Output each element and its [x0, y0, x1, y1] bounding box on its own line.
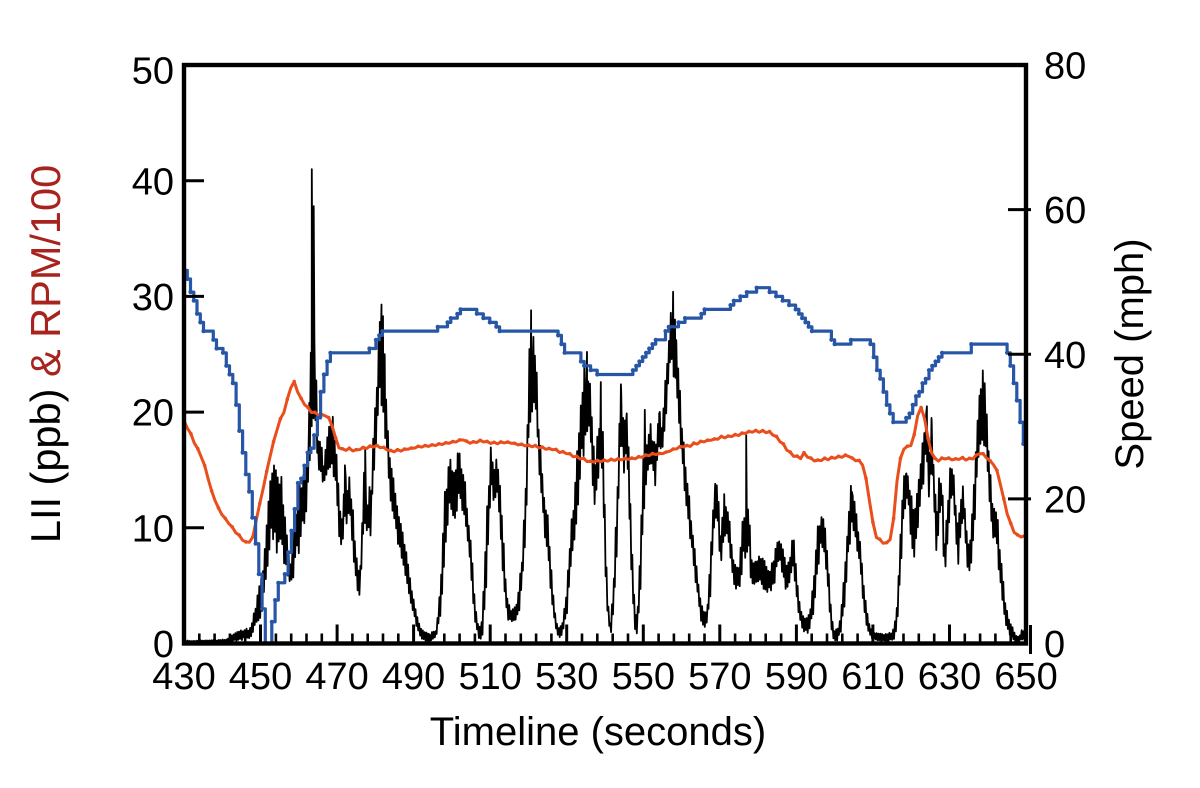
svg-text:LII (ppb) & RPM/100: LII (ppb) & RPM/100 [22, 165, 69, 543]
svg-text:650: 650 [994, 656, 1057, 698]
svg-text:570: 570 [688, 656, 751, 698]
svg-text:50: 50 [132, 51, 174, 93]
svg-text:530: 530 [535, 656, 598, 698]
svg-text:20: 20 [1044, 480, 1086, 522]
svg-text:Timeline (seconds): Timeline (seconds) [430, 710, 766, 754]
svg-text:10: 10 [132, 508, 174, 550]
svg-text:630: 630 [918, 656, 981, 698]
svg-text:610: 610 [841, 656, 904, 698]
svg-text:40: 40 [132, 161, 174, 203]
svg-text:450: 450 [229, 656, 292, 698]
svg-text:60: 60 [1044, 190, 1086, 232]
svg-text:80: 80 [1044, 46, 1086, 88]
svg-text:40: 40 [1044, 335, 1086, 377]
svg-text:0: 0 [1044, 624, 1065, 666]
svg-text:470: 470 [305, 656, 368, 698]
svg-text:490: 490 [382, 656, 445, 698]
svg-text:20: 20 [132, 393, 174, 435]
svg-text:0: 0 [153, 624, 174, 666]
svg-text:Speed (mph): Speed (mph) [1108, 238, 1152, 469]
svg-text:510: 510 [458, 656, 521, 698]
svg-text:430: 430 [152, 656, 215, 698]
svg-text:30: 30 [132, 277, 174, 319]
svg-text:590: 590 [765, 656, 828, 698]
svg-text:550: 550 [612, 656, 675, 698]
